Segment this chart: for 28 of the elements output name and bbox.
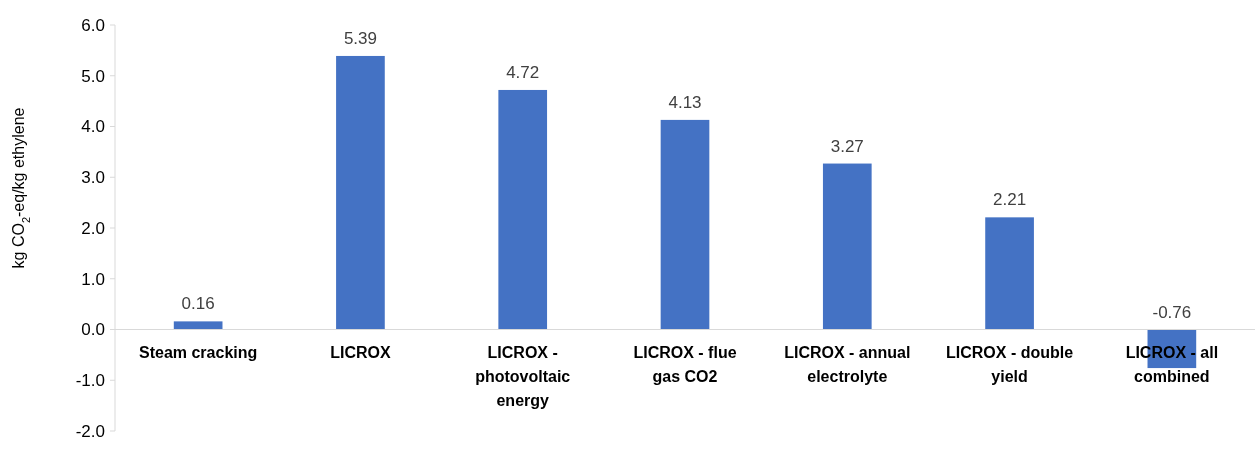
x-tick-label: LICROX - flue gas CO2 bbox=[633, 343, 737, 385]
y-tick-label: 1.0 bbox=[81, 269, 105, 289]
data-label: 0.16 bbox=[181, 294, 215, 314]
y-tick-label: 2.0 bbox=[81, 218, 105, 238]
y-tick-label: 3.0 bbox=[81, 168, 105, 188]
bar bbox=[660, 119, 710, 330]
y-tick-label: 0.0 bbox=[81, 320, 105, 340]
data-label: 4.13 bbox=[668, 92, 702, 112]
bar bbox=[822, 163, 872, 330]
y-tick-label: -1.0 bbox=[75, 371, 105, 391]
bar bbox=[985, 217, 1034, 330]
data-label: 5.39 bbox=[343, 28, 377, 48]
x-tick-label: LICROX - double yield bbox=[946, 343, 1074, 385]
data-label: 3.27 bbox=[830, 136, 864, 156]
x-tick-label: LICROX bbox=[330, 343, 391, 361]
y-tick-label: 4.0 bbox=[81, 117, 105, 137]
y-tick-label: -2.0 bbox=[75, 421, 105, 441]
data-label: 2.21 bbox=[993, 190, 1027, 210]
x-tick-label: LICROX - photovoltaic energy bbox=[475, 343, 571, 409]
data-label: -0.76 bbox=[1152, 302, 1192, 322]
bar bbox=[498, 89, 548, 330]
bar bbox=[173, 321, 223, 330]
x-tick-label: Steam cracking bbox=[139, 343, 258, 361]
data-label: 4.72 bbox=[506, 62, 540, 82]
x-tick-label: LICROX - annual electrolyte bbox=[784, 343, 911, 385]
y-tick-label: 6.0 bbox=[81, 15, 105, 35]
y-tick-label: 5.0 bbox=[81, 66, 105, 86]
bar bbox=[336, 55, 385, 330]
